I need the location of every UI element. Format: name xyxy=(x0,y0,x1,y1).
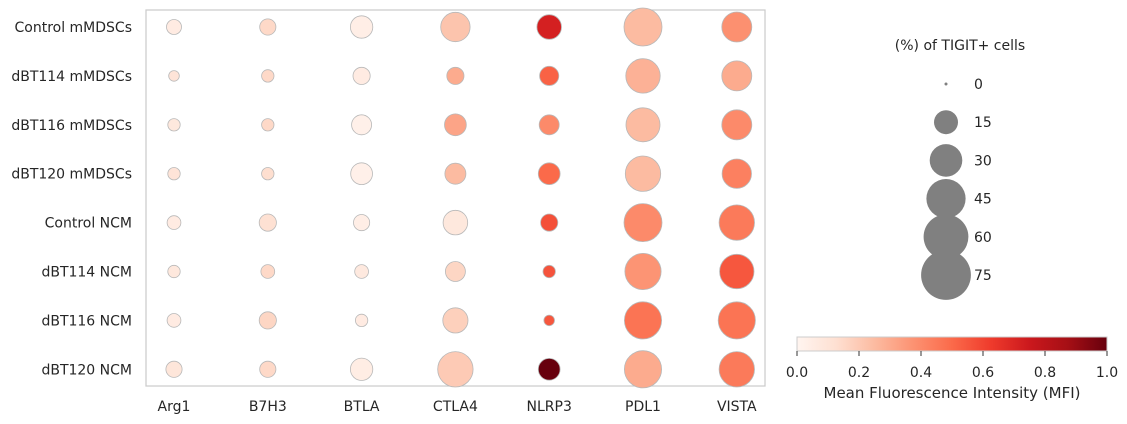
dot-control-ncm-ctla4 xyxy=(442,209,469,236)
dot-dbt116-ncm-btla xyxy=(354,313,369,327)
colorbar-tick-label: 0.4 xyxy=(910,365,932,381)
dot-dbt116-mmdscs-vista xyxy=(721,109,753,141)
dot-dbt114-mmdscs-btla xyxy=(352,66,371,85)
dot-dbt114-ncm-btla xyxy=(354,264,369,279)
x-tick-label: CTLA4 xyxy=(433,399,478,415)
size-legend-label: 0 xyxy=(974,77,983,93)
dot-dbt114-mmdscs-vista xyxy=(721,60,753,92)
y-tick-label: dBT120 mMDSCs xyxy=(11,167,132,183)
size-legend-marker xyxy=(921,250,971,300)
dot-dbt116-mmdscs-pdl1 xyxy=(625,107,661,143)
dot-dbt114-ncm-vista xyxy=(719,253,755,290)
dot-dbt120-ncm-b7h3 xyxy=(259,360,277,378)
dot-dbt114-ncm-b7h3 xyxy=(260,264,276,279)
x-tick-label: B7H3 xyxy=(249,399,287,415)
dot-dbt120-mmdscs-vista xyxy=(721,158,752,189)
size-legend: 0 15 30 45 60 75 xyxy=(921,77,992,300)
dot-dbt116-ncm-ctla4 xyxy=(442,307,469,334)
y-tick-label: dBT114 mMDSCs xyxy=(11,69,132,85)
dot-dbt114-mmdscs-nlrp3 xyxy=(539,65,560,86)
dot-control-ncm-arg1 xyxy=(166,215,182,230)
dot-dbt120-ncm-nlrp3 xyxy=(537,357,561,381)
dot-dbt116-ncm-vista xyxy=(717,301,756,340)
dot-control-mmdscs-ctla4 xyxy=(440,11,471,43)
dot-dbt114-ncm-pdl1 xyxy=(624,252,662,290)
dot-control-ncm-nlrp3 xyxy=(540,213,559,232)
colorbar-tick-label: 1.0 xyxy=(1096,365,1118,381)
y-tick-label: dBT116 mMDSCs xyxy=(11,118,132,134)
colorbar-tick-label: 0.0 xyxy=(786,365,808,381)
size-legend-title: (%) of TIGIT+ cells xyxy=(895,38,1025,54)
dot-dbt120-mmdscs-nlrp3 xyxy=(537,162,561,186)
dot-dbt120-mmdscs-btla xyxy=(350,162,373,186)
dot-layer xyxy=(165,7,756,389)
size-legend-label: 75 xyxy=(974,268,992,284)
x-tick-label: PDL1 xyxy=(625,399,661,415)
dot-dbt114-mmdscs-ctla4 xyxy=(446,66,465,85)
dot-dbt114-mmdscs-arg1 xyxy=(168,70,180,82)
size-legend-marker xyxy=(926,179,966,219)
size-legend-label: 30 xyxy=(974,153,992,169)
dot-dbt114-ncm-nlrp3 xyxy=(542,264,556,279)
dot-dbt120-ncm-vista xyxy=(718,351,755,388)
dot-dbt116-mmdscs-ctla4 xyxy=(444,113,467,137)
dot-control-ncm-pdl1 xyxy=(623,203,663,243)
colorbar xyxy=(796,336,1108,352)
size-legend-marker xyxy=(944,82,948,86)
dot-dbt114-mmdscs-pdl1 xyxy=(625,58,661,94)
dot-dbt120-mmdscs-pdl1 xyxy=(624,155,662,192)
dot-control-ncm-btla xyxy=(353,214,371,232)
dot-control-mmdscs-arg1 xyxy=(166,19,182,35)
size-legend-marker xyxy=(929,144,963,177)
dot-dbt120-mmdscs-ctla4 xyxy=(444,162,467,185)
dot-dbt116-mmdscs-btla xyxy=(351,114,373,136)
dot-dbt116-mmdscs-nlrp3 xyxy=(538,114,560,136)
dot-control-mmdscs-pdl1 xyxy=(623,7,663,47)
y-tick-label: dBT120 NCM xyxy=(41,362,132,378)
size-legend-marker xyxy=(934,110,958,135)
colorbar-label: Mean Fluorescence Intensity (MFI) xyxy=(824,384,1081,402)
dot-dbt120-mmdscs-arg1 xyxy=(167,167,181,181)
colorbar-ticks: 0.0 0.2 0.4 0.6 0.8 1.0 xyxy=(786,351,1118,381)
dot-control-ncm-vista xyxy=(718,204,755,241)
dot-control-mmdscs-btla xyxy=(349,15,374,39)
dot-dbt114-ncm-ctla4 xyxy=(444,261,466,282)
dot-dbt114-mmdscs-b7h3 xyxy=(261,69,275,83)
dot-control-mmdscs-b7h3 xyxy=(259,18,277,36)
x-tick-label: Arg1 xyxy=(158,399,191,415)
dot-dbt116-ncm-b7h3 xyxy=(258,311,277,330)
dot-dbt120-ncm-btla xyxy=(349,357,374,381)
x-tick-label: BTLA xyxy=(344,399,380,415)
dot-control-mmdscs-nlrp3 xyxy=(536,14,562,40)
y-tick-label: dBT116 NCM xyxy=(41,313,132,329)
colorbar-tick-label: 0.2 xyxy=(848,365,870,381)
dot-dbt116-ncm-nlrp3 xyxy=(543,314,555,327)
dot-dbt120-mmdscs-b7h3 xyxy=(261,167,275,181)
y-axis-labels: Control mMDSCs dBT114 mMDSCs dBT116 mMDSCs… xyxy=(11,20,132,378)
colorbar-tick-label: 0.6 xyxy=(972,365,994,381)
dot-dbt114-ncm-arg1 xyxy=(167,264,181,279)
dot-control-ncm-b7h3 xyxy=(258,213,277,232)
y-tick-label: Control NCM xyxy=(45,216,132,232)
dot-dbt120-ncm-pdl1 xyxy=(624,350,663,389)
x-tick-label: NLRP3 xyxy=(527,399,572,415)
size-legend-label: 45 xyxy=(974,192,992,208)
y-tick-label: Control mMDSCs xyxy=(14,20,132,36)
size-legend-marker xyxy=(923,214,969,260)
dot-dbt120-ncm-ctla4 xyxy=(437,351,474,388)
size-legend-label: 15 xyxy=(974,115,992,131)
dot-control-mmdscs-vista xyxy=(721,11,753,43)
dot-dbt116-mmdscs-arg1 xyxy=(167,118,181,132)
dot-dbt116-ncm-arg1 xyxy=(166,313,182,328)
x-axis-labels: Arg1 B7H3 BTLA CTLA4 NLRP3 PDL1 VISTA xyxy=(158,399,757,415)
y-tick-label: dBT114 NCM xyxy=(41,265,132,281)
x-tick-label: VISTA xyxy=(717,399,757,415)
colorbar-tick-label: 0.8 xyxy=(1034,365,1056,381)
size-legend-label: 60 xyxy=(974,230,992,246)
dot-dbt120-ncm-arg1 xyxy=(165,360,183,378)
dot-dbt116-mmdscs-b7h3 xyxy=(261,118,275,132)
dot-dbt116-ncm-pdl1 xyxy=(624,301,663,340)
